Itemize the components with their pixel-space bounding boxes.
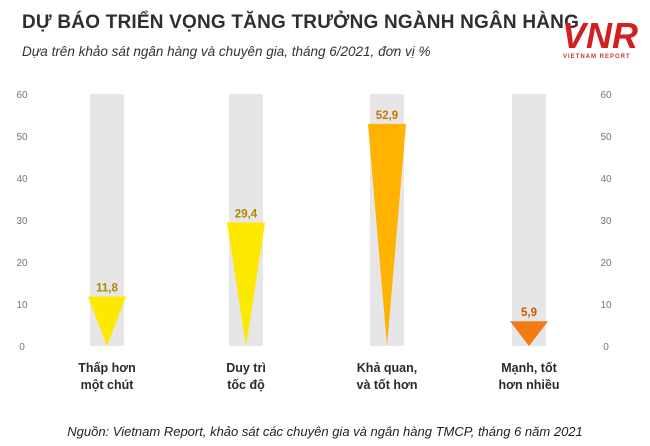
y-tick-right: 0 (603, 342, 609, 353)
source-note: Nguồn: Vietnam Report, khảo sát các chuy… (67, 424, 583, 439)
y-tick-left: 20 (16, 258, 28, 269)
chart-title: DỰ BÁO TRIỂN VỌNG TĂNG TRƯỞNG NGÀNH NGÂN… (22, 12, 580, 33)
y-tick-left: 60 (16, 90, 28, 101)
category-label: Khả quan, (357, 361, 417, 375)
y-tick-right: 30 (600, 216, 612, 227)
bar-3 (368, 123, 406, 346)
category-label: Duy trì (226, 361, 266, 375)
y-tick-right: 50 (600, 132, 612, 143)
y-tick-left: 40 (16, 174, 28, 185)
y-tick-right: 40 (600, 174, 612, 185)
y-tick-right: 60 (600, 90, 612, 101)
y-tick-left: 0 (19, 342, 25, 353)
y-tick-left: 10 (16, 300, 28, 311)
bar-4 (510, 321, 548, 346)
category-label: hơn nhiều (499, 378, 560, 392)
bar-2 (227, 222, 265, 346)
bar-chart: 0 0 10 10 20 20 30 30 40 40 50 50 60 60 11,8 Thấp hơn mộ… (16, 90, 612, 392)
data-label: 5,9 (521, 307, 537, 319)
y-tick-left: 30 (16, 216, 28, 227)
chart-subtitle: Dựa trên khảo sát ngân hàng và chuyên gi… (22, 44, 431, 59)
category-label: và tốt hơn (357, 378, 418, 392)
y-tick-right: 10 (600, 300, 612, 311)
data-label: 52,9 (376, 110, 398, 122)
logo-tagline: VIETNAM REPORT (563, 54, 631, 60)
data-label: 11,8 (96, 282, 118, 294)
vnr-logo: VNR (562, 15, 638, 56)
category-label: Mạnh, tốt (501, 361, 557, 375)
y-tick-left: 50 (16, 132, 28, 143)
data-label: 29,4 (235, 209, 258, 221)
bar-1 (88, 296, 126, 346)
bar-background-column (512, 94, 546, 346)
category-label: một chút (81, 378, 135, 392)
category-label: Thấp hơn (78, 361, 136, 375)
category-label: tốc độ (227, 378, 265, 392)
y-tick-right: 20 (600, 258, 612, 269)
logo-mark: VNR (562, 15, 638, 56)
